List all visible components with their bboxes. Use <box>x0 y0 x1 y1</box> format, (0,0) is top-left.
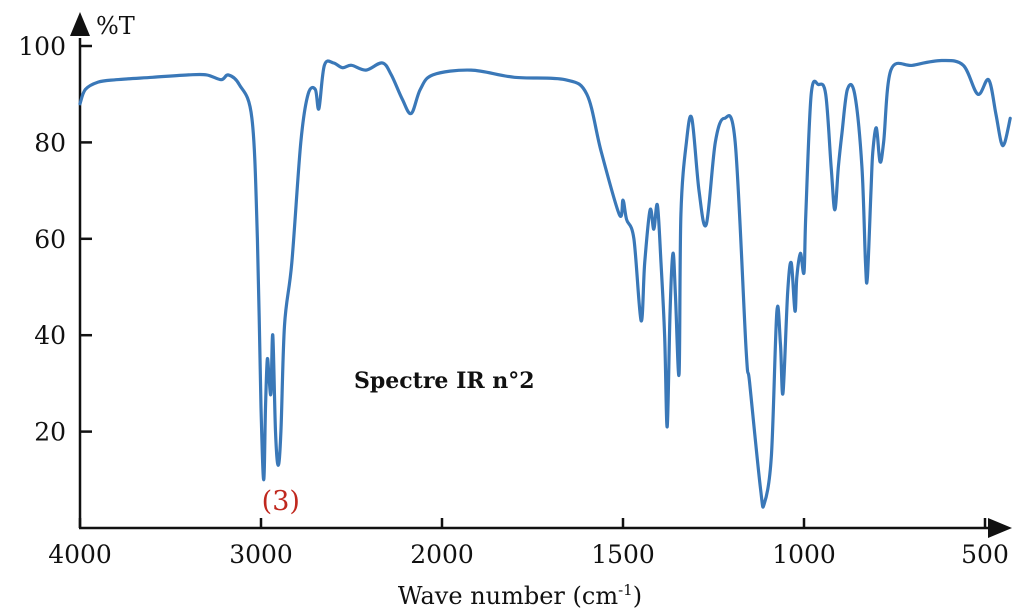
axis-ticks: 4000 3000 2000 1500 1000 500 20 40 60 80 100 <box>18 32 1009 569</box>
x-axis-arrow <box>988 518 1012 538</box>
y-tick-label: 40 <box>34 321 66 350</box>
x-tick-label: 2000 <box>410 540 474 569</box>
y-tick-label: 60 <box>34 225 66 254</box>
y-tick-label: 20 <box>34 418 66 447</box>
x-tick-label: 1500 <box>591 540 655 569</box>
series-layer <box>78 58 1012 509</box>
x-tick-label: 1000 <box>772 540 836 569</box>
y-axis-title: %T <box>96 12 135 40</box>
peak-annotation-label: (3) <box>262 486 300 517</box>
chart-title: Spectre IR n°2 <box>354 368 535 394</box>
x-tick-label: 4000 <box>48 540 112 569</box>
x-tick-label: 3000 <box>229 540 293 569</box>
x-tick-label: 500 <box>961 540 1009 569</box>
y-tick-label: 80 <box>34 128 66 157</box>
y-axis-arrow <box>70 12 90 36</box>
x-axis-title: Wave number (cm-1) <box>398 581 642 610</box>
y-tick-label: 100 <box>18 32 66 61</box>
annotation-layer: (3) <box>262 486 300 517</box>
spectrum-line <box>78 58 1012 509</box>
